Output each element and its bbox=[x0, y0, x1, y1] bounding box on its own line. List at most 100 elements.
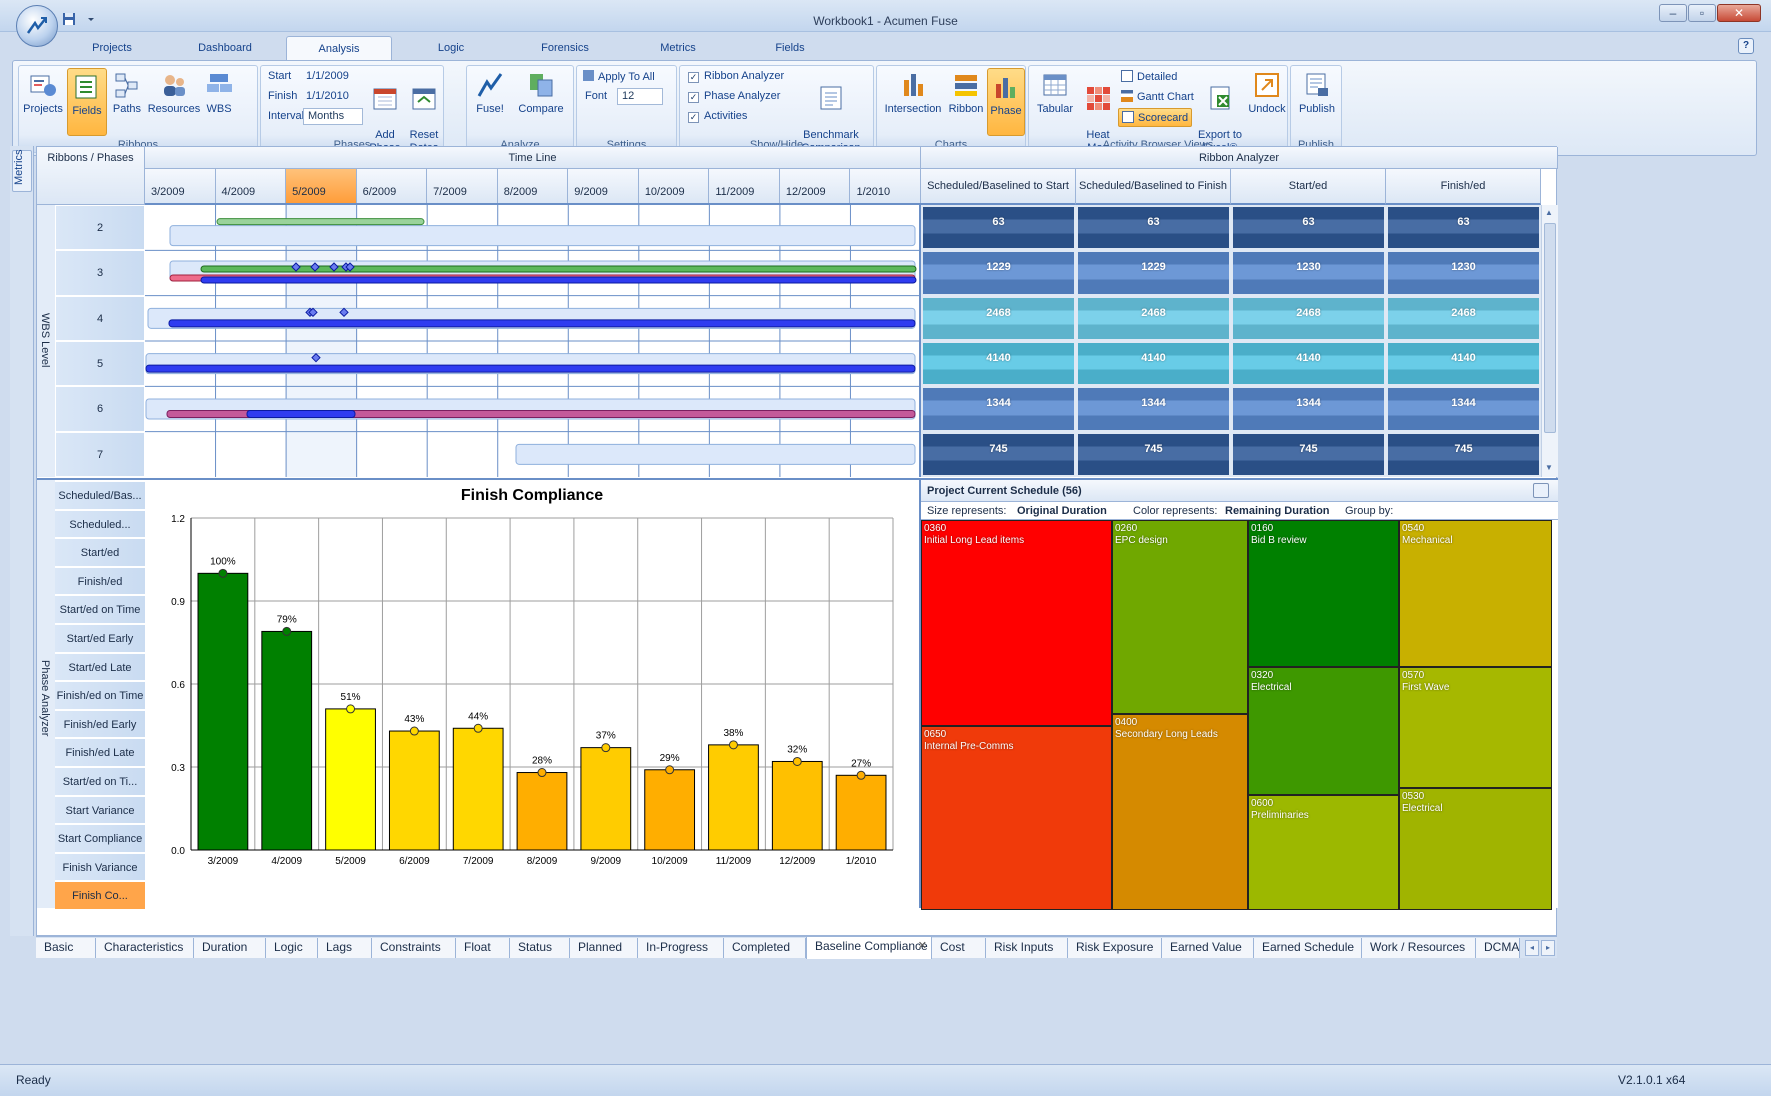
analyzer-cell[interactable]: 4140 bbox=[1233, 343, 1384, 385]
tab-analysis[interactable]: Analysis bbox=[286, 36, 392, 60]
phase-chart-button[interactable]: Phase bbox=[987, 68, 1025, 136]
application-menu-button[interactable] bbox=[16, 5, 58, 47]
maximize-button[interactable]: ▫ bbox=[1688, 4, 1716, 22]
metric-tab-16[interactable]: Earned Schedule bbox=[1254, 938, 1362, 958]
treemap-cell[interactable]: 0570 First Wave bbox=[1399, 667, 1552, 788]
tabs-scroll-left-icon[interactable]: ◂ bbox=[1525, 940, 1539, 956]
analyzer-col-header-1[interactable]: Scheduled/Baselined to Finish bbox=[1076, 169, 1231, 205]
month-header-6[interactable]: 9/2009 bbox=[568, 169, 639, 203]
analyzer-cell[interactable]: 1344 bbox=[1078, 388, 1229, 430]
metric-tab-10[interactable]: Completed bbox=[724, 938, 806, 958]
finish-date-picker[interactable]: 1/1/2010 bbox=[306, 90, 349, 102]
analyzer-cell[interactable]: 1344 bbox=[1233, 388, 1384, 430]
tab-logic[interactable]: Logic bbox=[437, 42, 465, 54]
phase-analyzer-row[interactable]: Finish/ed on Time bbox=[55, 682, 145, 711]
tab-metrics[interactable]: Metrics bbox=[660, 42, 696, 54]
detailed-button[interactable]: Detailed bbox=[1121, 70, 1177, 83]
metric-tab-18[interactable]: DCMA 1 bbox=[1476, 938, 1520, 958]
tab-projects[interactable]: Projects bbox=[92, 42, 132, 54]
analyzer-cell[interactable]: 63 bbox=[1078, 207, 1229, 249]
metric-tab-4[interactable]: Lags bbox=[318, 938, 372, 958]
analyzer-cell[interactable]: 1344 bbox=[923, 388, 1074, 430]
analyzer-cell[interactable]: 63 bbox=[1233, 207, 1384, 249]
wbs-level-row[interactable]: 3 bbox=[55, 250, 145, 296]
wbs-level-row[interactable]: 2 bbox=[55, 205, 145, 251]
metric-tab-17[interactable]: Work / Resources bbox=[1362, 938, 1476, 958]
treemap-cell[interactable]: 0530 Electrical bbox=[1399, 788, 1552, 910]
treemap-undock-icon[interactable] bbox=[1533, 483, 1549, 498]
analyzer-cell[interactable]: 63 bbox=[1388, 207, 1539, 249]
analyzer-cell[interactable]: 745 bbox=[1388, 433, 1539, 475]
metric-tab-6[interactable]: Float bbox=[456, 938, 510, 958]
minimize-button[interactable]: – bbox=[1659, 4, 1687, 22]
add-phase-button[interactable]: Add Phase bbox=[367, 70, 403, 154]
analyzer-cell[interactable]: 745 bbox=[1233, 433, 1384, 475]
analyzer-cell[interactable]: 4140 bbox=[923, 343, 1074, 385]
treemap[interactable]: 0360 Initial Long Lead items 0650 Internal … bbox=[921, 520, 1552, 910]
analyzer-col-header-0[interactable]: Scheduled/Baselined to Start bbox=[921, 169, 1076, 205]
metric-tab-5[interactable]: Constraints bbox=[372, 938, 456, 958]
metric-tab-3[interactable]: Logic bbox=[266, 938, 318, 958]
analyzer-cell[interactable]: 745 bbox=[923, 433, 1074, 475]
compare-button[interactable]: Compare bbox=[513, 70, 569, 132]
phase-analyzer-row[interactable]: Start/ed on Ti... bbox=[55, 768, 145, 797]
phase-analyzer-row[interactable]: Finish Co... bbox=[55, 882, 145, 911]
start-date-picker[interactable]: 1/1/2009 bbox=[306, 70, 349, 82]
treemap-cell[interactable]: 0540 Mechanical bbox=[1399, 520, 1552, 667]
analyzer-cell[interactable]: 63 bbox=[923, 207, 1074, 249]
analyzer-cell[interactable]: 1229 bbox=[1078, 252, 1229, 294]
tab-dashboard[interactable]: Dashboard bbox=[198, 42, 252, 54]
month-header-4[interactable]: 7/2009 bbox=[427, 169, 498, 203]
paths-button[interactable]: Paths bbox=[109, 70, 145, 132]
metric-tab-2[interactable]: Duration bbox=[194, 938, 266, 958]
scorecard-button[interactable]: Scorecard bbox=[1118, 108, 1193, 127]
metric-tab-0[interactable]: Basic bbox=[36, 938, 96, 958]
phase-analyzer-row[interactable]: Scheduled... bbox=[55, 510, 145, 540]
customize-toolbar-icon[interactable] bbox=[87, 12, 95, 26]
month-header-9[interactable]: 12/2009 bbox=[780, 169, 851, 203]
month-header-8[interactable]: 11/2009 bbox=[709, 169, 780, 203]
ribbon-analyzer-checkbox[interactable]: ✓ Ribbon Analyzer bbox=[688, 70, 785, 83]
analyzer-cell[interactable]: 2468 bbox=[1233, 297, 1384, 339]
resources-button[interactable]: Resources bbox=[147, 70, 201, 132]
fuse-button[interactable]: Fuse! bbox=[471, 70, 509, 132]
month-header-1[interactable]: 4/2009 bbox=[216, 169, 287, 203]
metric-tab-13[interactable]: Risk Inputs bbox=[986, 938, 1068, 958]
analyzer-cell[interactable]: 745 bbox=[1078, 433, 1229, 475]
help-button[interactable]: ? bbox=[1738, 38, 1754, 54]
treemap-cell[interactable]: 0260 EPC design bbox=[1112, 520, 1248, 714]
phase-analyzer-row[interactable]: Finish Variance bbox=[55, 853, 145, 883]
analyzer-cell[interactable]: 1230 bbox=[1233, 252, 1384, 294]
phase-analyzer-row[interactable]: Start Compliance bbox=[55, 825, 145, 854]
tabular-button[interactable]: Tabular bbox=[1033, 70, 1077, 132]
metric-tab-14[interactable]: Risk Exposure bbox=[1068, 938, 1162, 958]
metric-tab-7[interactable]: Status bbox=[510, 938, 570, 958]
analyzer-cell[interactable]: 2468 bbox=[1078, 297, 1229, 339]
month-header-2[interactable]: 5/2009 bbox=[286, 169, 357, 203]
metric-tab-9[interactable]: In-Progress bbox=[638, 938, 724, 958]
phase-analyzer-row[interactable]: Start/ed on Time bbox=[55, 596, 145, 625]
treemap-cell[interactable]: 0160 Bid B review bbox=[1248, 520, 1399, 667]
metric-tab-1[interactable]: Characteristics bbox=[96, 938, 194, 958]
treemap-cell[interactable]: 0650 Internal Pre-Comms bbox=[921, 726, 1112, 910]
wbs-level-row[interactable]: 5 bbox=[55, 341, 145, 387]
analyzer-col-header-3[interactable]: Finish/ed bbox=[1386, 169, 1541, 205]
month-header-5[interactable]: 8/2009 bbox=[498, 169, 569, 203]
month-header-3[interactable]: 6/2009 bbox=[357, 169, 428, 203]
analyzer-cell[interactable]: 2468 bbox=[923, 297, 1074, 339]
phase-analyzer-row[interactable]: Start/ed Early bbox=[55, 625, 145, 654]
metric-tab-8[interactable]: Planned bbox=[570, 938, 638, 958]
treemap-cell[interactable]: 0600 Preliminaries bbox=[1248, 795, 1399, 910]
projects-button[interactable]: Projects bbox=[21, 70, 65, 132]
metric-tab-11[interactable]: Baseline Compliance ✕ bbox=[806, 937, 932, 959]
analyzer-cell[interactable]: 1230 bbox=[1388, 252, 1539, 294]
analyzer-cell[interactable]: 2468 bbox=[1388, 297, 1539, 339]
apply-to-all-button[interactable]: Apply To All bbox=[583, 70, 655, 83]
wbs-button[interactable]: WBS bbox=[201, 70, 237, 132]
wbs-level-row[interactable]: 4 bbox=[55, 295, 145, 341]
scroll-up-icon[interactable]: ▲ bbox=[1545, 208, 1553, 217]
phase-analyzer-row[interactable]: Finish/ed Early bbox=[55, 710, 145, 740]
month-header-0[interactable]: 3/2009 bbox=[145, 169, 216, 203]
analyzer-cell[interactable]: 4140 bbox=[1078, 343, 1229, 385]
phase-analyzer-row[interactable]: Scheduled/Bas... bbox=[55, 482, 145, 511]
